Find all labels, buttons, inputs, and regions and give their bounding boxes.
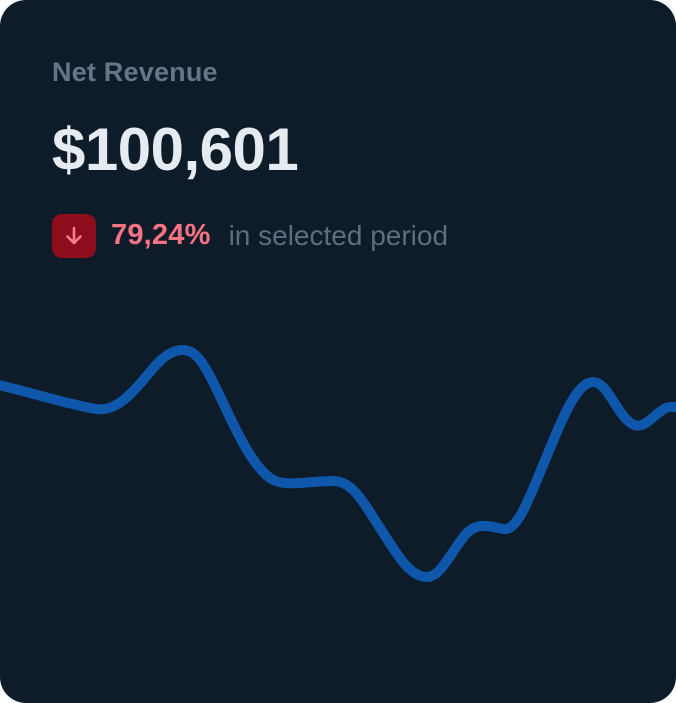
change-badge (52, 213, 96, 258)
change-period-label: in selected period (228, 219, 449, 251)
change-percent: 79,24% (111, 219, 211, 252)
card-title: Net Revenue (52, 57, 218, 87)
revenue-line (0, 345, 676, 582)
revenue-sparkline-chart (0, 320, 676, 610)
change-row: 79,24% in selected period (52, 213, 624, 258)
revenue-value: $100,601 (52, 115, 299, 183)
arrow-down-icon (62, 224, 86, 248)
card-content: Net Revenue $100,601 79,24% in selected … (0, 0, 676, 258)
sparkline-svg (0, 345, 676, 582)
